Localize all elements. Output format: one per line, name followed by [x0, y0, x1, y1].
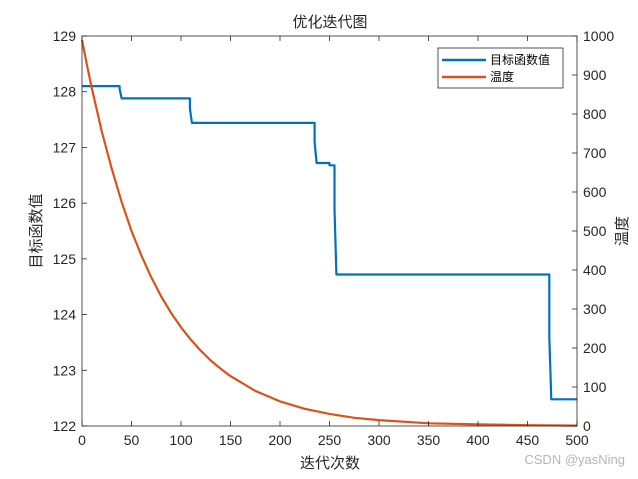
series-layer — [80, 39, 578, 427]
plot-background — [82, 36, 577, 426]
y-left-tick-label: 125 — [53, 251, 77, 267]
y-axis-left-label: 目标函数值 — [27, 193, 45, 268]
y-left-tick-label: 127 — [53, 139, 77, 155]
x-tick-label: 150 — [219, 432, 243, 448]
x-tick-label: 500 — [565, 432, 589, 448]
plot-area — [82, 36, 577, 426]
x-tick-label: 450 — [516, 432, 540, 448]
y-left-tick-label: 123 — [53, 362, 77, 378]
x-tick-label: 100 — [169, 432, 193, 448]
x-tick-label: 0 — [78, 432, 86, 448]
x-axis-label: 迭代次数 — [300, 454, 360, 472]
chart-title: 优化迭代图 — [292, 13, 367, 31]
y-right-tick-label: 500 — [583, 223, 607, 239]
legend-box — [437, 47, 564, 89]
y-left-tick-label: 124 — [53, 307, 77, 323]
x-tick-label: 200 — [268, 432, 292, 448]
y-right-tick-label: 1000 — [583, 28, 614, 44]
y-right-tick-label: 900 — [583, 67, 607, 83]
y-left-tick-label: 129 — [53, 28, 77, 44]
y-right-tick-label: 0 — [583, 418, 591, 434]
y-left-tick-label: 128 — [53, 84, 77, 100]
y-left-tick-label: 126 — [53, 195, 77, 211]
y-right-tick-label: 300 — [583, 301, 607, 317]
legend-label-temperature: 温度 — [490, 69, 514, 84]
series-line-objective — [82, 85, 577, 401]
x-tick-label: 350 — [417, 432, 441, 448]
y-right-tick-label: 700 — [583, 145, 607, 161]
x-tick-label: 50 — [124, 432, 140, 448]
y-right-tick-label: 100 — [583, 379, 607, 395]
legend-label-objective: 目标函数值 — [490, 52, 550, 67]
series-line-temperature — [80, 39, 578, 427]
x-tick-label: 300 — [367, 432, 391, 448]
y-right-tick-label: 400 — [583, 262, 607, 278]
watermark: CSDN @yasNing — [524, 452, 625, 467]
y-right-tick-label: 600 — [583, 184, 607, 200]
x-tick-label: 250 — [318, 432, 342, 448]
x-tick-label: 400 — [466, 432, 490, 448]
y-axis-right-label: 温度 — [613, 216, 631, 246]
y-right-tick-label: 200 — [583, 340, 607, 356]
y-left-tick-label: 122 — [53, 418, 77, 434]
legend: 目标函数值 温度 — [437, 47, 564, 89]
ticks-layer: 0 50 100 150 200 250 300 350 400 450 500 122 123 124 1… — [53, 28, 615, 448]
y-right-tick-label: 800 — [583, 106, 607, 122]
